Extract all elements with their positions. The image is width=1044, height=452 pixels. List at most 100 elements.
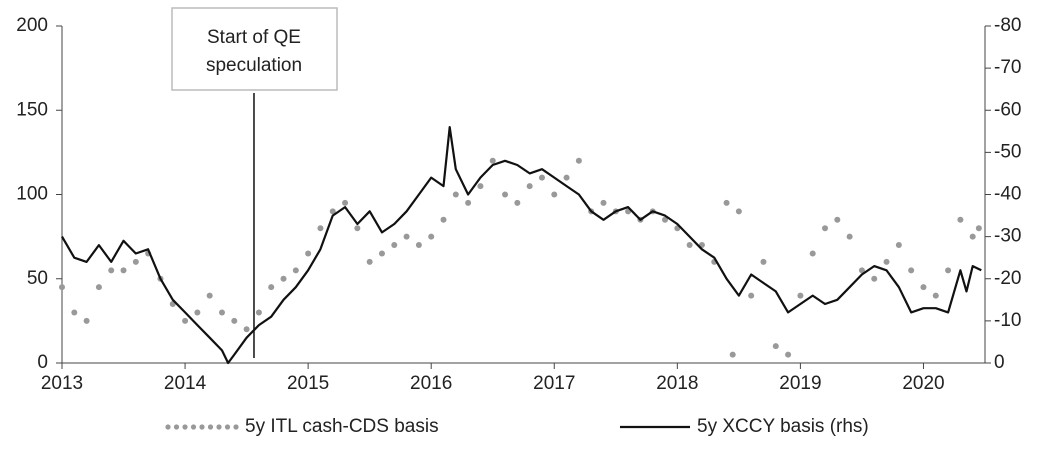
data-point xyxy=(871,275,878,282)
data-point xyxy=(71,309,78,316)
data-point xyxy=(785,351,792,358)
data-point xyxy=(975,225,982,232)
data-point xyxy=(662,216,669,223)
x-tick-label: 2013 xyxy=(41,373,83,394)
data-point xyxy=(391,242,398,249)
data-point xyxy=(440,216,447,223)
y2-tick-label: -40 xyxy=(994,184,1021,205)
data-point xyxy=(477,183,484,190)
data-point xyxy=(686,242,693,249)
legend-swatch xyxy=(224,424,231,430)
data-point xyxy=(292,267,299,274)
legend-swatch xyxy=(165,424,171,430)
data-point xyxy=(502,191,509,198)
legend-swatch xyxy=(173,424,180,430)
y2-tick-label: -80 xyxy=(994,15,1021,36)
data-point xyxy=(378,250,385,257)
data-point xyxy=(243,326,250,333)
y2-tick-label: -30 xyxy=(994,226,1021,247)
data-point xyxy=(735,208,742,215)
data-point xyxy=(748,292,755,299)
data-point xyxy=(403,233,410,240)
data-point xyxy=(575,157,582,164)
data-point xyxy=(514,199,521,206)
data-point xyxy=(932,292,939,299)
annotation-box xyxy=(171,7,338,91)
y-tick-label: 50 xyxy=(27,268,48,289)
data-point xyxy=(723,199,730,206)
data-point xyxy=(797,292,804,299)
legend-label: 5y ITL cash-CDS basis xyxy=(245,416,439,437)
data-line xyxy=(61,126,982,365)
x-tick-label: 2016 xyxy=(410,373,452,394)
legend-swatch xyxy=(190,424,197,430)
x-tick-label: 2015 xyxy=(287,373,329,394)
legend-swatch xyxy=(207,424,214,430)
data-point xyxy=(883,258,890,265)
data-point xyxy=(858,267,865,274)
data-point xyxy=(526,183,533,190)
y2-tick-label: 0 xyxy=(994,352,1005,373)
data-point xyxy=(920,284,927,291)
data-point xyxy=(120,267,127,274)
data-point xyxy=(772,343,779,350)
data-point xyxy=(452,191,459,198)
data-point xyxy=(268,284,275,291)
annotation-text: Start of QE xyxy=(207,27,301,48)
data-point xyxy=(329,208,336,215)
x-tick-label: 2019 xyxy=(779,373,821,394)
legend-swatch xyxy=(216,424,222,430)
data-point xyxy=(465,199,472,206)
data-point xyxy=(551,191,558,198)
legend-label: 5y XCCY basis (rhs) xyxy=(697,416,869,437)
data-point xyxy=(895,242,902,249)
data-point xyxy=(760,258,767,265)
data-point xyxy=(182,317,189,324)
data-point xyxy=(945,267,952,274)
data-point xyxy=(132,258,139,265)
y2-tick-label: -20 xyxy=(994,268,1021,289)
data-point xyxy=(231,317,238,324)
data-point xyxy=(255,309,262,316)
data-point xyxy=(218,309,225,316)
legend-swatch xyxy=(199,424,205,430)
data-point xyxy=(194,309,201,316)
data-point xyxy=(809,250,816,257)
data-point xyxy=(600,199,607,206)
y-tick-label: 200 xyxy=(16,15,48,36)
data-point xyxy=(342,199,349,206)
data-point xyxy=(957,216,964,223)
data-point xyxy=(108,267,115,274)
data-point xyxy=(415,242,422,249)
y2-tick-label: -50 xyxy=(994,141,1021,162)
data-point xyxy=(366,258,373,265)
x-tick-label: 2017 xyxy=(533,373,575,394)
y-tick-label: 100 xyxy=(16,184,48,205)
data-point xyxy=(969,233,976,240)
data-point xyxy=(95,284,102,291)
data-point xyxy=(206,292,213,299)
x-tick-label: 2018 xyxy=(656,373,698,394)
data-point xyxy=(280,275,287,282)
x-tick-label: 2020 xyxy=(902,373,944,394)
annotation-text: speculation xyxy=(206,55,302,76)
legend-swatch xyxy=(182,424,188,430)
data-point xyxy=(822,225,829,232)
x-tick-label: 2014 xyxy=(164,373,207,394)
data-point xyxy=(908,267,915,274)
y-tick-label: 150 xyxy=(16,99,48,120)
data-point xyxy=(729,351,736,358)
data-point xyxy=(305,250,312,257)
y2-tick-label: -70 xyxy=(994,57,1021,78)
legend-swatch xyxy=(233,424,239,430)
data-point xyxy=(428,233,435,240)
data-point xyxy=(846,233,853,240)
y2-tick-label: -60 xyxy=(994,99,1021,120)
data-point xyxy=(354,225,361,232)
data-point xyxy=(563,174,570,181)
data-point xyxy=(834,216,841,223)
data-point xyxy=(59,284,65,291)
data-point xyxy=(83,317,90,324)
y2-tick-label: -10 xyxy=(994,310,1021,331)
